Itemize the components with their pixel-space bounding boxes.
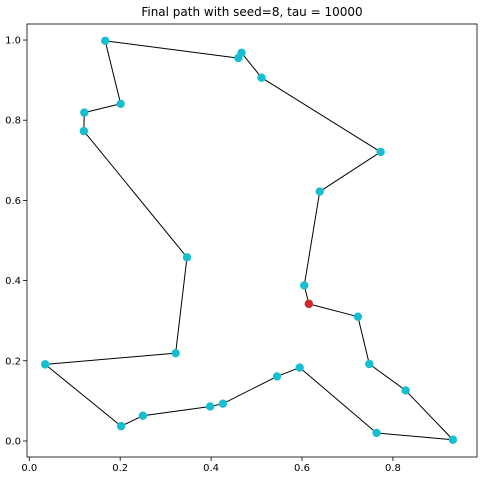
y-tick-label: 1.0 (5, 36, 21, 47)
path-segment (222, 375, 278, 405)
y-tick-label: 0.4 (5, 276, 21, 287)
city-point (205, 402, 215, 411)
path-segment (104, 40, 122, 104)
y-tick-label: 0.0 (5, 436, 21, 447)
path-segment (241, 52, 262, 79)
city-point (237, 48, 246, 58)
city-point (257, 73, 266, 82)
y-tick-label: 0.6 (5, 196, 21, 207)
path-segment (303, 191, 321, 286)
path-segment (308, 303, 359, 318)
x-tick-label: 0.8 (385, 463, 401, 474)
city-point (116, 421, 126, 431)
path-segment (368, 363, 406, 391)
plot-frame (26, 23, 478, 458)
city-points (40, 36, 458, 444)
city-point (372, 428, 381, 438)
city-point (272, 372, 282, 381)
city-point (365, 359, 374, 369)
x-tick-label: 0.2 (112, 463, 128, 474)
city-point (448, 435, 458, 444)
path-segment (405, 390, 454, 441)
city-point (218, 399, 228, 408)
city-point (353, 312, 363, 321)
start-point (304, 299, 314, 309)
city-point (171, 348, 180, 358)
y-tick-label: 0.2 (5, 356, 21, 367)
path-segment (357, 316, 370, 365)
city-point (100, 36, 110, 46)
y-axis: 0.0 0.2 0.4 0.6 0.8 1.0 (5, 36, 27, 447)
x-tick-label: 0.6 (294, 463, 310, 474)
path-segment (261, 77, 381, 153)
path-segment (45, 352, 176, 365)
path-segment (299, 367, 377, 434)
city-point (182, 253, 192, 262)
chart-title: Final path with seed=8, tau = 10000 (141, 5, 362, 19)
plot-area (26, 23, 478, 458)
city-point (116, 99, 125, 108)
path-segment (84, 103, 121, 114)
path-segment (83, 130, 188, 258)
path-segment (142, 405, 211, 417)
city-point (295, 363, 304, 372)
city-point (79, 126, 89, 136)
y-tick-label: 0.8 (5, 116, 21, 127)
x-axis: 0.0 0.2 0.4 0.6 0.8 (21, 457, 401, 474)
x-tick-label: 0.4 (203, 463, 219, 474)
city-point (138, 411, 148, 420)
path-segment (44, 363, 122, 427)
start-point-layer (304, 299, 314, 309)
x-tick-label: 0.0 (21, 463, 37, 474)
path-segment (175, 257, 188, 354)
path-lines (44, 40, 454, 441)
city-point (376, 147, 385, 157)
city-point (401, 386, 410, 395)
path-segment (376, 432, 453, 441)
path-segment (319, 151, 381, 193)
path-segment (105, 40, 239, 59)
city-point (315, 187, 324, 196)
city-point (40, 360, 50, 369)
city-point (80, 108, 89, 117)
city-point (300, 281, 309, 290)
